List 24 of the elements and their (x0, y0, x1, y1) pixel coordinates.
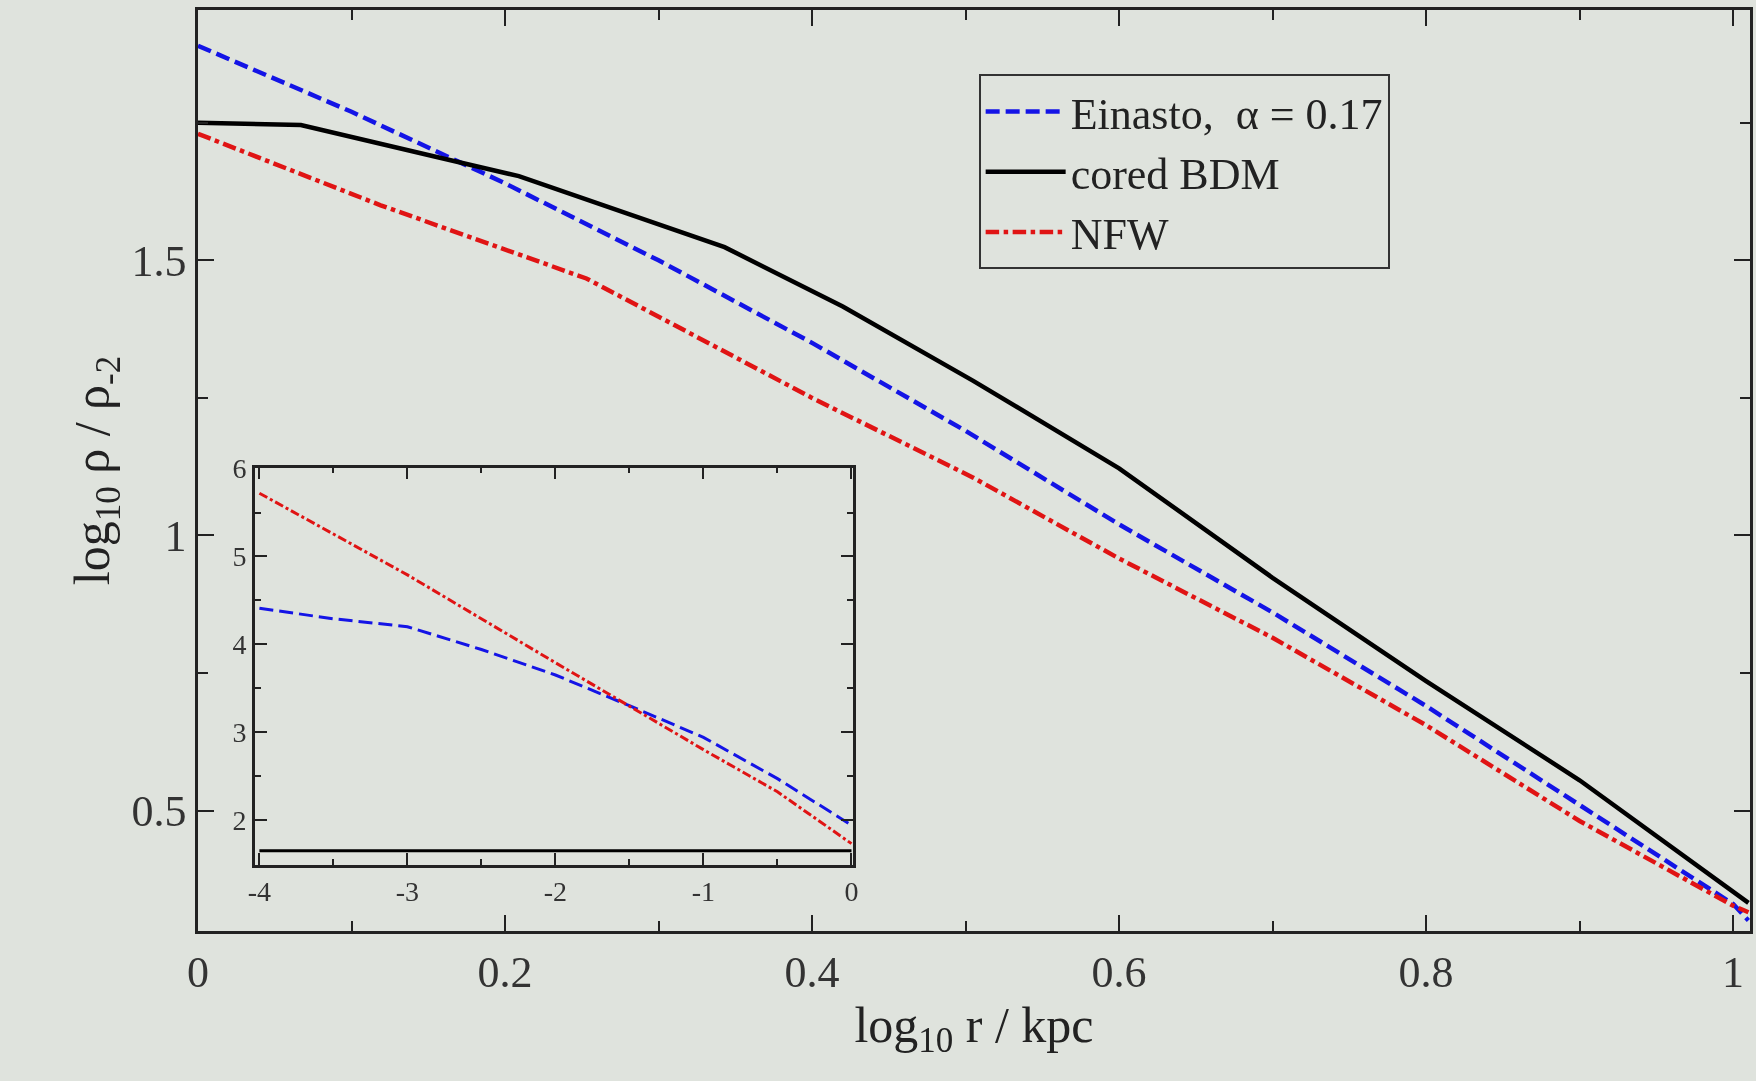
x-tick-label: 0.8 (1398, 947, 1454, 997)
y-tick-label: 1 (164, 511, 187, 561)
x-tick-label: -1 (691, 876, 716, 908)
legend-label: cored BDM (1070, 149, 1280, 199)
x-tick-label: 0.6 (1091, 947, 1147, 997)
legend-label: Einasto, α = 0.17 (1070, 89, 1383, 139)
line-series (257, 491, 853, 846)
legend-label: NFW (1070, 210, 1169, 260)
x-tick-label: -3 (395, 876, 420, 908)
x-tick-label: -4 (247, 876, 272, 908)
x-tick-label: 1 (1722, 947, 1745, 997)
y-tick-label: 2 (232, 804, 247, 836)
x-tick-label: -2 (543, 876, 568, 908)
y-tick-label: 3 (232, 716, 247, 748)
y-tick-label: 5 (232, 541, 247, 573)
x-tick-label: 0.2 (477, 947, 533, 997)
y-tick-label: 4 (232, 629, 247, 661)
x-tick-label: 0 (187, 947, 209, 997)
x-tick-label: 0.4 (784, 947, 840, 997)
x-axis-title: log$_{10}$ r / kpc (854, 996, 1094, 1061)
y-tick-label: 6 (232, 453, 247, 485)
x-tick-label: 0 (844, 876, 859, 908)
y-tick-label: 1.5 (131, 236, 187, 286)
y-tick-label: 0.5 (131, 786, 187, 836)
